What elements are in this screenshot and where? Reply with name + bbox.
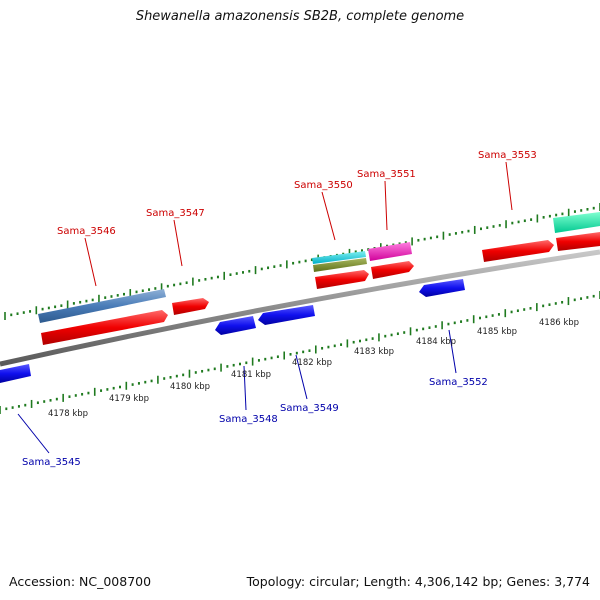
leader-line — [321, 191, 336, 241]
gene-arrow[interactable] — [172, 298, 209, 315]
gene-label[interactable]: Sama_3552 — [429, 377, 488, 388]
scale-label: 4184 kbp — [416, 337, 456, 347]
gene-sama-3550-bar-2[interactable] — [313, 258, 367, 272]
reverse-genes — [0, 279, 465, 383]
genome-title: Shewanella amazonensis SB2B, complete ge… — [135, 9, 465, 24]
scale-label: 4182 kbp — [292, 358, 332, 368]
leader-line — [295, 354, 308, 400]
lower-dotted-track — [0, 291, 600, 414]
genome-summary-text: Topology: circular; Length: 4,306,142 bp… — [246, 574, 590, 589]
gene-sama-3550-bar[interactable] — [312, 251, 366, 264]
gene-sama-3553-bar[interactable] — [553, 212, 600, 233]
scale-label: 4181 kbp — [231, 370, 271, 380]
gene-arrow[interactable] — [258, 305, 315, 325]
leader-line — [243, 365, 247, 411]
gene-arrow[interactable] — [215, 316, 256, 335]
gene-arrow[interactable] — [0, 364, 31, 383]
gene-label[interactable]: Sama_3549 — [280, 403, 339, 414]
scale-labels: 4178 kbp 4179 kbp 4180 kbp 4181 kbp 4182 kbp… — [48, 318, 579, 419]
leader-lines — [17, 161, 513, 454]
forward-genes — [38, 212, 600, 345]
gene-arrow[interactable] — [315, 270, 369, 289]
gene-label[interactable]: Sama_3551 — [357, 169, 416, 180]
scale-label: 4183 kbp — [354, 347, 394, 357]
gene-label[interactable]: Sama_3546 — [57, 226, 116, 237]
gene-arrow[interactable] — [41, 310, 168, 345]
gene-arrow[interactable] — [371, 261, 414, 279]
gene-label[interactable]: Sama_3550 — [294, 180, 353, 191]
gene-sama-3551-bar[interactable] — [368, 242, 412, 261]
gene-label[interactable]: Sama_3553 — [478, 150, 537, 161]
gene-labels: Sama_3546 Sama_3547 Sama_3550 Sama_3551 Sama… — [22, 150, 537, 468]
upper-dotted-track — [4, 203, 600, 320]
genome-backbone — [0, 249, 600, 367]
leader-line — [84, 237, 97, 287]
leader-line — [17, 413, 50, 454]
scale-label: 4178 kbp — [48, 409, 88, 419]
accession-text: Accession: NC_008700 — [9, 574, 152, 589]
scale-label: 4185 kbp — [477, 327, 517, 337]
gene-label[interactable]: Sama_3545 — [22, 457, 81, 468]
leader-line — [384, 180, 388, 231]
scale-label: 4180 kbp — [170, 382, 210, 392]
scale-label: 4186 kbp — [539, 318, 579, 328]
gene-label[interactable]: Sama_3547 — [146, 208, 205, 219]
leader-line — [173, 219, 183, 267]
leader-line — [505, 161, 513, 211]
gene-label[interactable]: Sama_3548 — [219, 414, 278, 425]
gene-arrow[interactable] — [482, 240, 554, 262]
leader-line — [448, 329, 457, 374]
scale-label: 4179 kbp — [109, 394, 149, 404]
gene-arrow[interactable] — [556, 232, 600, 251]
gene-arrow[interactable] — [419, 279, 465, 297]
gene-sama-3546-bar[interactable] — [38, 289, 166, 323]
